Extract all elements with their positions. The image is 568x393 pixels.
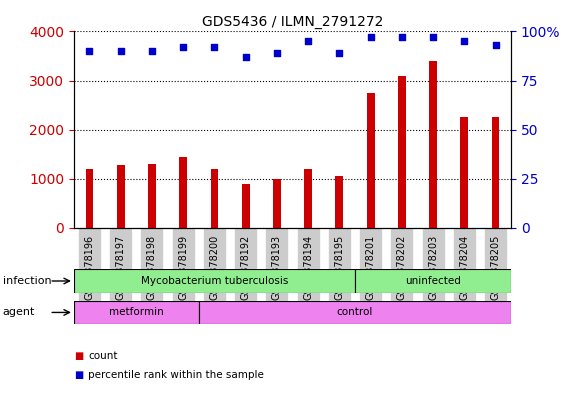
Bar bbox=[461, 118, 468, 228]
Bar bbox=[242, 184, 249, 228]
Text: percentile rank within the sample: percentile rank within the sample bbox=[88, 370, 264, 380]
Title: GDS5436 / ILMN_2791272: GDS5436 / ILMN_2791272 bbox=[202, 15, 383, 29]
Point bbox=[178, 44, 187, 50]
Text: uninfected: uninfected bbox=[405, 276, 461, 286]
Bar bbox=[74, 269, 355, 293]
Text: infection: infection bbox=[3, 276, 52, 286]
Text: control: control bbox=[337, 307, 373, 318]
Bar bbox=[398, 75, 406, 228]
Bar bbox=[304, 169, 312, 228]
Bar bbox=[211, 169, 218, 228]
Point bbox=[210, 44, 219, 50]
Bar bbox=[179, 157, 187, 228]
Text: count: count bbox=[88, 351, 118, 361]
Bar bbox=[74, 301, 199, 324]
Point bbox=[303, 38, 312, 44]
Point bbox=[366, 34, 375, 40]
Point bbox=[429, 34, 438, 40]
Text: agent: agent bbox=[3, 307, 35, 318]
Point bbox=[398, 34, 407, 40]
Bar bbox=[86, 169, 93, 228]
Point bbox=[335, 50, 344, 56]
Bar bbox=[492, 118, 499, 228]
Text: Mycobacterium tuberculosis: Mycobacterium tuberculosis bbox=[141, 276, 288, 286]
Bar bbox=[199, 301, 511, 324]
Point bbox=[85, 48, 94, 54]
Bar bbox=[429, 61, 437, 228]
Point bbox=[273, 50, 282, 56]
Point bbox=[116, 48, 126, 54]
Bar bbox=[117, 165, 124, 228]
Bar bbox=[367, 93, 374, 228]
Text: metformin: metformin bbox=[109, 307, 164, 318]
Bar bbox=[273, 179, 281, 228]
Point bbox=[148, 48, 157, 54]
Point bbox=[241, 54, 250, 60]
Point bbox=[460, 38, 469, 44]
Bar bbox=[355, 269, 511, 293]
Bar bbox=[148, 164, 156, 228]
Point bbox=[491, 42, 500, 48]
Text: ■: ■ bbox=[74, 370, 83, 380]
Text: ■: ■ bbox=[74, 351, 83, 361]
Bar bbox=[336, 176, 343, 228]
